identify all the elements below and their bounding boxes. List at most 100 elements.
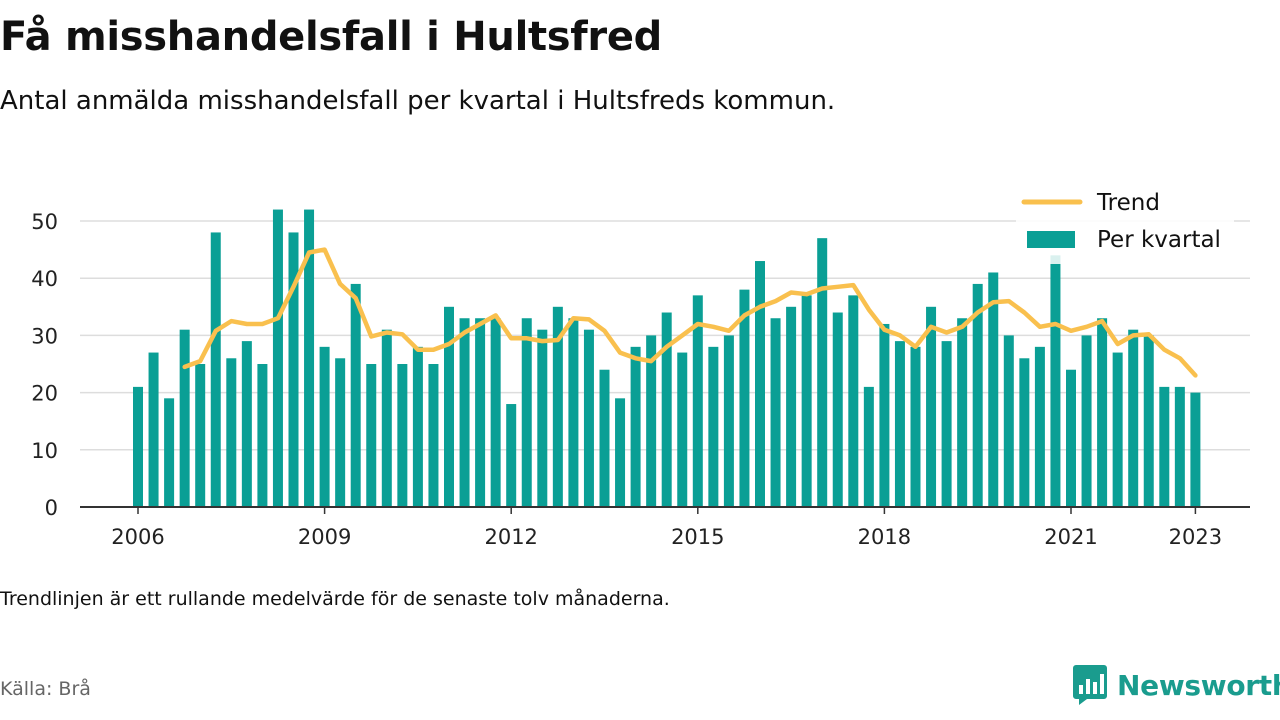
bar — [1143, 335, 1154, 507]
newsworthy-logo-icon — [1073, 665, 1107, 705]
legend: Trend Per kvartal — [1016, 182, 1234, 264]
trend-layer — [182, 247, 1198, 378]
bar — [1097, 318, 1108, 507]
bar — [755, 261, 765, 507]
bar — [148, 352, 159, 507]
footnote: Trendlinjen är ett rullande medelvärde f… — [0, 588, 670, 610]
y-tick-label: 50 — [31, 210, 58, 234]
bar — [552, 306, 563, 507]
bar — [786, 306, 797, 507]
x-tick-label: 2023 — [1169, 525, 1222, 549]
bar — [1019, 358, 1030, 507]
bar — [226, 358, 237, 507]
bar — [848, 295, 859, 507]
bar — [1112, 352, 1123, 507]
chart: 0 10 20 30 40 50 2006 2009 2012 2015 2018 2021 2023… — [31, 182, 1250, 549]
bar — [537, 329, 548, 507]
bar — [770, 318, 781, 507]
bar — [879, 323, 890, 507]
bar — [412, 346, 423, 507]
bar — [1050, 255, 1061, 507]
x-tick-label: 2018 — [858, 525, 911, 549]
source-credit: Källa: Brå — [0, 678, 91, 700]
y-tick-label: 0 — [45, 496, 58, 520]
bar — [241, 341, 252, 507]
x-axis: 2006 2009 2012 2015 2018 2021 2023 — [80, 506, 1250, 549]
x-tick-label: 2006 — [111, 525, 164, 549]
bar — [179, 329, 190, 507]
bar — [210, 232, 221, 507]
legend-bar-label: Per kvartal — [1097, 227, 1221, 253]
x-tick-label: 2021 — [1044, 525, 1097, 549]
bar — [646, 335, 657, 507]
bar — [1066, 369, 1076, 507]
bar — [832, 312, 843, 507]
bar — [863, 386, 874, 507]
bar — [459, 318, 470, 507]
bar — [972, 283, 983, 507]
page-title: Få misshandelsfall i Hultsfred — [0, 14, 662, 60]
bar — [133, 386, 143, 507]
bar — [397, 364, 408, 507]
bars — [133, 209, 1201, 507]
bar — [615, 398, 626, 507]
y-tick-label: 30 — [31, 324, 58, 348]
bar — [335, 358, 346, 507]
bar — [428, 364, 439, 507]
bar — [195, 364, 206, 507]
bar — [801, 295, 812, 507]
bar — [692, 295, 703, 507]
legend-bar-swatch — [1027, 231, 1075, 248]
bar — [630, 346, 641, 507]
y-tick-label: 10 — [31, 439, 58, 463]
bar — [661, 312, 672, 507]
bar — [817, 238, 828, 507]
brand-name: Newsworthy — [1117, 668, 1280, 702]
bar — [894, 341, 905, 507]
bar — [708, 346, 719, 507]
bar — [941, 341, 952, 507]
bar — [475, 318, 486, 507]
bar — [910, 346, 921, 507]
y-tick-label: 40 — [31, 267, 58, 291]
bar — [1174, 386, 1185, 507]
bar — [988, 272, 999, 507]
x-tick-label: 2012 — [484, 525, 537, 549]
trend-line — [182, 247, 1198, 378]
bar — [957, 318, 968, 507]
bar — [1190, 392, 1201, 507]
bar — [583, 329, 594, 507]
bar — [506, 404, 517, 507]
bar — [568, 318, 579, 507]
legend-background — [1016, 182, 1234, 264]
bar — [366, 364, 377, 507]
bar — [381, 329, 392, 507]
y-tick-label: 20 — [31, 382, 58, 406]
bar — [490, 318, 501, 507]
bar — [304, 209, 315, 507]
brand-logo: Newsworthy — [1073, 664, 1280, 706]
bar — [521, 318, 532, 507]
bar — [723, 335, 734, 507]
bar — [926, 306, 937, 507]
bar — [1034, 346, 1045, 507]
bar — [739, 289, 750, 507]
bar — [1003, 335, 1014, 507]
bar — [599, 369, 610, 507]
x-tick-label: 2015 — [671, 525, 724, 549]
bar — [1081, 335, 1092, 507]
legend-trend-label: Trend — [1096, 190, 1160, 216]
bar — [288, 232, 299, 507]
bar — [444, 306, 454, 507]
bar — [1159, 386, 1170, 507]
bar — [164, 398, 175, 507]
bar — [350, 283, 361, 507]
x-tick-label: 2009 — [298, 525, 351, 549]
bar — [677, 352, 688, 507]
bar — [1128, 329, 1139, 507]
y-axis-tick-labels: 0 10 20 30 40 50 — [31, 210, 58, 520]
bar — [272, 209, 283, 507]
page-subtitle: Antal anmälda misshandelsfall per kvarta… — [0, 86, 836, 116]
bar — [257, 364, 268, 507]
bar — [319, 346, 330, 507]
